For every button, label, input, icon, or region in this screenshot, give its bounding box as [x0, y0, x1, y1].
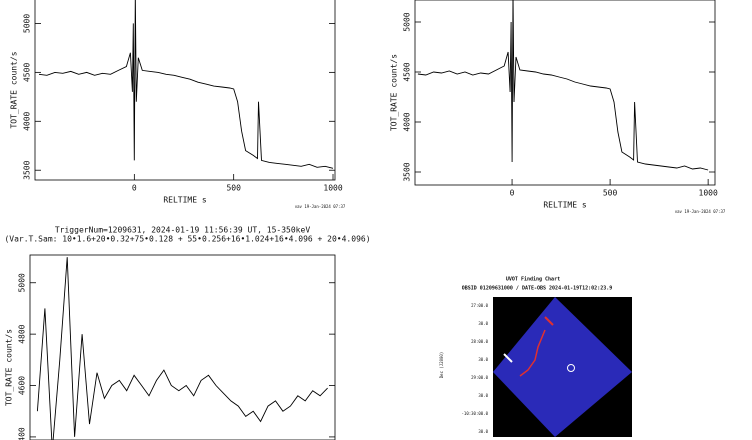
light-curve [36, 257, 328, 440]
dec-tick-label: 29:00.0 [471, 375, 488, 380]
streak [503, 353, 513, 363]
y-axis-label: TOT_RATE count/s [10, 51, 19, 128]
x-tick-label: 500 [603, 189, 618, 198]
plot-frame [414, 0, 716, 186]
y-axis-label: TOT_RATE count/s [5, 329, 14, 406]
finding-chart: UVOT Finding Chart OBSID 01209631000 / D… [439, 277, 632, 437]
light-curve [38, 0, 334, 169]
dec-tick-label: 30.0 [478, 429, 488, 434]
y-axis-label: TOT_RATE count/s [390, 54, 399, 131]
y-tick-label: 4500 [23, 63, 32, 82]
x-axis-label: RELTIME s [163, 196, 207, 205]
x-tick-label: 1000 [323, 184, 342, 193]
plot-frame [29, 254, 336, 440]
dec-label: Dec (J2000) [439, 352, 444, 379]
streak [544, 316, 554, 326]
dec-tick-label: -10:30:00.0 [462, 411, 489, 416]
y-tick-label: 4600 [18, 376, 27, 395]
footnote: vav 19-Jan-2024 07:37 [295, 204, 346, 209]
dec-tick-label: 30.0 [478, 321, 488, 326]
chart-subtitle: (Var.T.Sam: 10•1.6+20•0.32+75•0.128 + 55… [4, 235, 370, 244]
x-tick-label: 0 [510, 189, 515, 198]
chart-title: TriggerNum=1209631, 2024-01-19 11:56:39 … [55, 226, 310, 235]
footnote: vav 19-Jan-2024 07:37 [675, 209, 726, 214]
y-tick-label: 4800 [18, 324, 27, 343]
x-axis-label: RELTIME s [543, 201, 587, 210]
dec-tick-label: 28:00.0 [471, 339, 488, 344]
y-tick-label: 5000 [23, 14, 32, 33]
y-tick-label: 4000 [23, 111, 32, 130]
target-circle [567, 364, 575, 372]
sky-image [493, 297, 632, 437]
y-tick-label: 3500 [403, 162, 412, 181]
finding-chart-subtitle: OBSID 01209631000 / DATE-OBS 2024-01-19T… [462, 286, 613, 292]
dec-tick-label: 30.0 [478, 393, 488, 398]
dec-tick-label: 27:00.0 [471, 303, 488, 308]
y-tick-label: 5000 [403, 12, 412, 31]
light-curve [417, 0, 709, 171]
y-tick-label: 5000 [18, 273, 27, 292]
x-tick-label: 0 [132, 184, 137, 193]
y-tick-label: 4400 [18, 427, 27, 440]
y-tick-label: 3500 [23, 160, 32, 179]
plot-frame [34, 0, 336, 181]
streak [519, 329, 546, 377]
x-tick-label: 1000 [699, 189, 718, 198]
dec-tick-label: 30.0 [478, 357, 488, 362]
finding-chart-title: UVOT Finding Chart [506, 277, 560, 283]
y-tick-label: 4000 [403, 112, 412, 131]
y-tick-label: 4500 [403, 62, 412, 81]
x-tick-label: 500 [226, 184, 241, 193]
